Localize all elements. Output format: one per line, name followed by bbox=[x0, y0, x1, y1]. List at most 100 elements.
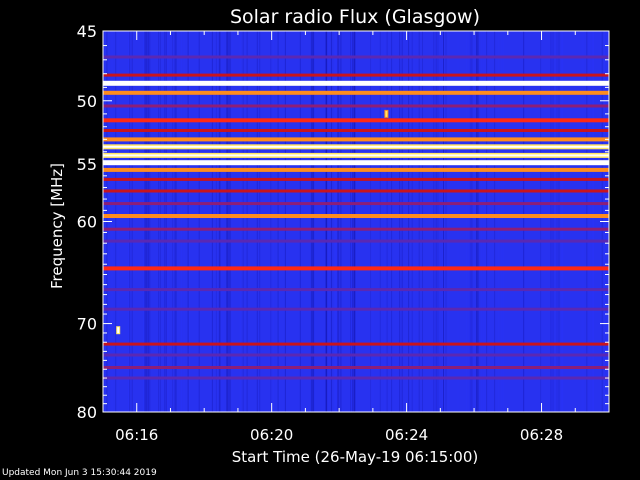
noise-column bbox=[312, 31, 314, 412]
noise-column bbox=[399, 31, 401, 412]
noise-column bbox=[181, 31, 183, 412]
noise-column bbox=[502, 31, 504, 412]
y-axis-label: Frequency [MHz] bbox=[48, 163, 66, 289]
noise-column bbox=[222, 31, 224, 412]
noise-column bbox=[370, 31, 371, 412]
radio-bursts bbox=[116, 109, 389, 335]
y-tick-label: 45 bbox=[77, 22, 97, 41]
frequency-band bbox=[103, 239, 609, 243]
noise-column bbox=[486, 31, 488, 412]
noise-column bbox=[355, 31, 357, 412]
noise-column bbox=[593, 31, 594, 412]
noise-column bbox=[325, 31, 327, 412]
x-tick-label: 06:24 bbox=[385, 426, 428, 444]
noise-column bbox=[117, 31, 119, 412]
noise-column bbox=[457, 31, 459, 412]
noise-column bbox=[272, 31, 274, 412]
noise-column bbox=[270, 31, 272, 412]
noise-column bbox=[418, 31, 420, 412]
noise-column bbox=[163, 31, 165, 412]
noise-column bbox=[556, 31, 558, 412]
noise-column bbox=[552, 31, 554, 412]
noise-column bbox=[310, 31, 312, 412]
y-tick-label: 55 bbox=[77, 155, 97, 174]
noise-column bbox=[259, 31, 261, 412]
noise-column bbox=[482, 31, 484, 412]
noise-column bbox=[478, 31, 480, 412]
noise-column bbox=[327, 31, 329, 412]
noise-column bbox=[523, 31, 525, 412]
frequency-band bbox=[103, 189, 609, 193]
noise-column bbox=[443, 31, 444, 412]
noise-column bbox=[220, 31, 222, 412]
noise-column bbox=[497, 31, 499, 412]
frequency-band bbox=[103, 366, 609, 369]
noise-column bbox=[589, 31, 591, 412]
noise-column bbox=[501, 31, 503, 412]
frequency-band bbox=[103, 73, 609, 77]
noise-column bbox=[351, 31, 353, 412]
noise-column bbox=[337, 31, 339, 412]
noise-column bbox=[172, 31, 174, 412]
noise-column bbox=[165, 31, 167, 412]
noise-column bbox=[259, 31, 261, 412]
noise-column bbox=[445, 31, 447, 412]
noise-column bbox=[256, 31, 258, 412]
noise-column bbox=[246, 31, 248, 412]
noise-column bbox=[198, 31, 200, 412]
noise-column bbox=[325, 31, 327, 412]
noise-column bbox=[149, 31, 151, 412]
noise-column bbox=[129, 31, 131, 412]
noise-column bbox=[581, 31, 583, 412]
x-axis-label: Start Time (26-May-19 06:15:00) bbox=[232, 448, 478, 466]
noise-column bbox=[433, 31, 435, 412]
noise-column bbox=[591, 31, 593, 412]
noise-column bbox=[148, 31, 150, 412]
noise-column bbox=[561, 31, 563, 412]
updated-timestamp: Updated Mon Jun 3 15:30:44 2019 bbox=[2, 468, 157, 478]
noise-column bbox=[146, 31, 148, 412]
frequency-band bbox=[103, 104, 609, 108]
noise-column bbox=[330, 31, 332, 412]
y-tick-label: 50 bbox=[77, 92, 97, 111]
noise-column bbox=[335, 31, 337, 412]
noise-column bbox=[333, 31, 335, 412]
noise-column bbox=[211, 31, 213, 412]
frequency-band bbox=[103, 202, 609, 206]
frequency-band bbox=[103, 137, 609, 142]
noise-column bbox=[338, 31, 340, 412]
noise-column bbox=[131, 31, 133, 412]
noise-column bbox=[160, 31, 161, 412]
noise-column bbox=[278, 31, 280, 412]
chart-title: Solar radio Flux (Glasgow) bbox=[230, 6, 480, 28]
noise-column bbox=[354, 31, 356, 412]
noise-column bbox=[158, 31, 160, 412]
noise-column bbox=[340, 31, 342, 412]
y-tick-label: 70 bbox=[77, 315, 97, 334]
noise-column bbox=[313, 31, 315, 412]
noise-column bbox=[413, 31, 415, 412]
noise-column bbox=[383, 31, 385, 412]
frequency-band bbox=[103, 227, 609, 231]
frequency-band-core bbox=[103, 154, 609, 157]
burst-core bbox=[117, 327, 120, 334]
spectrogram-bands bbox=[103, 31, 609, 412]
frequency-band bbox=[103, 118, 609, 123]
noise-column bbox=[551, 31, 553, 412]
noise-column bbox=[144, 31, 146, 412]
noise-column bbox=[314, 31, 316, 412]
noise-column bbox=[144, 31, 146, 412]
noise-column bbox=[284, 31, 286, 412]
noise-column bbox=[562, 31, 564, 412]
noise-column bbox=[550, 31, 552, 412]
noise-column bbox=[540, 31, 542, 412]
frequency-band-core bbox=[103, 82, 609, 85]
noise-column bbox=[299, 31, 301, 412]
noise-column bbox=[311, 31, 313, 412]
frequency-band bbox=[103, 214, 609, 218]
x-tick-label: 06:16 bbox=[115, 426, 158, 444]
noise-column bbox=[523, 31, 525, 412]
frequency-band bbox=[103, 167, 609, 172]
burst-core bbox=[385, 110, 388, 117]
frequency-band bbox=[103, 342, 609, 346]
